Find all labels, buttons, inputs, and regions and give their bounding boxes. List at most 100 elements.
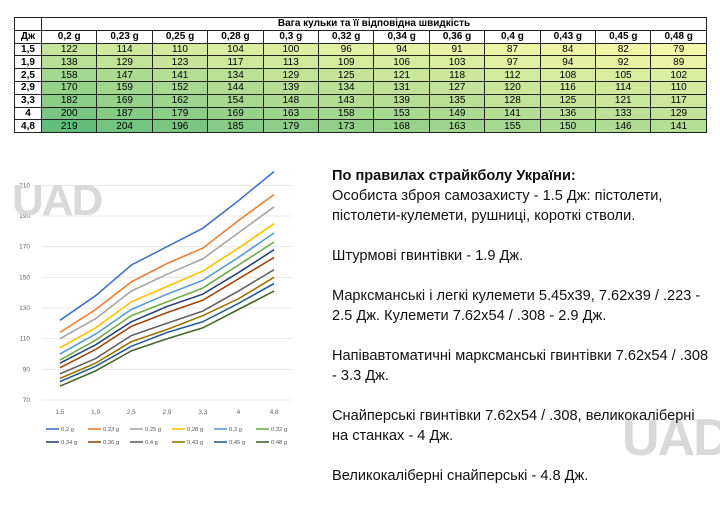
- velocity-cell: 148: [262, 93, 320, 108]
- velocity-cell: 127: [428, 80, 486, 95]
- joule-label: 4: [14, 106, 42, 121]
- legend-label: 0,4 g: [145, 440, 158, 446]
- velocity-cell: 117: [650, 93, 707, 108]
- velocity-cell: 104: [207, 42, 264, 57]
- velocity-cell: 187: [96, 106, 153, 121]
- velocity-cell: 94: [373, 42, 430, 57]
- table-row: 2,9 170 159 152 144 139 134 131 127 120 116 114 110: [14, 80, 707, 95]
- weight-header: 0,23 g: [96, 29, 153, 44]
- velocity-cell: 128: [484, 93, 541, 108]
- velocity-cell: 141: [650, 119, 707, 134]
- weight-header: 0,43 g: [539, 29, 597, 44]
- velocity-cell: 120: [484, 80, 541, 95]
- velocity-cell: 150: [539, 119, 597, 134]
- watermark-logo-chart: UAD: [12, 176, 103, 225]
- velocity-cell: 125: [318, 68, 375, 82]
- legend-label: 0,3 g: [229, 427, 242, 433]
- velocity-cell: 118: [428, 68, 486, 82]
- velocity-cell: 185: [207, 119, 264, 134]
- x-tick-label: 4,8: [270, 409, 279, 416]
- rules-text: По правилах страйкболу України: Особиста…: [332, 166, 712, 506]
- series-line: [59, 269, 275, 375]
- x-tick-label: 1,5: [55, 409, 64, 416]
- velocity-cell: 79: [650, 42, 707, 57]
- velocity-cell: 133: [595, 106, 652, 121]
- series-line: [59, 193, 275, 334]
- velocity-cell: 182: [40, 93, 98, 108]
- velocity-cell: 121: [373, 68, 430, 82]
- velocity-cell: 110: [650, 80, 707, 95]
- series-line: [59, 282, 275, 383]
- velocity-cell: 136: [539, 106, 597, 121]
- rule-item-sniper: Снайперські гвинтівки 7.62x54 / .308, ве…: [332, 408, 695, 444]
- velocity-cell: 141: [151, 68, 209, 82]
- velocity-cell: 110: [151, 42, 209, 57]
- weight-header: 0,48 g: [650, 29, 707, 44]
- velocity-cell: 112: [484, 68, 541, 82]
- velocity-cell: 117: [207, 55, 264, 70]
- x-tick-label: 1,9: [91, 409, 100, 416]
- legend-label: 0,23 g: [103, 427, 119, 433]
- velocity-cell: 168: [373, 119, 430, 134]
- weight-header: 0,36 g: [428, 29, 486, 44]
- velocity-cell: 139: [373, 93, 430, 108]
- velocity-cell: 196: [151, 119, 209, 134]
- velocity-cell: 179: [151, 106, 209, 121]
- velocity-cell: 134: [318, 80, 375, 95]
- joule-label: 2,5: [14, 68, 42, 82]
- weight-header: 0,32 g: [318, 29, 375, 44]
- weight-header: 0,45 g: [595, 29, 652, 44]
- weight-header: 0,25 g: [151, 29, 209, 44]
- velocity-cell: 219: [40, 119, 98, 134]
- joule-label: 2,9: [14, 80, 42, 95]
- velocity-cell: 204: [96, 119, 153, 134]
- rule-item-pistols: Особиста зброя самозахисту - 1.5 Дж: піс…: [332, 188, 663, 224]
- velocity-cell: 108: [539, 68, 597, 82]
- y-tick-label: 70: [23, 397, 31, 404]
- velocity-cell: 149: [428, 106, 486, 121]
- x-tick-label: 2,9: [162, 409, 171, 416]
- velocity-cell: 158: [40, 68, 98, 82]
- weight-header: 0,2 g: [40, 29, 98, 44]
- weight-header: 0,4 g: [484, 29, 541, 44]
- velocity-cell: 144: [207, 80, 264, 95]
- y-tick-label: 90: [23, 366, 31, 373]
- velocity-cell: 135: [428, 93, 486, 108]
- velocity-cell: 123: [151, 55, 209, 70]
- velocity-cell: 134: [207, 68, 264, 82]
- velocity-cell: 109: [318, 55, 375, 70]
- velocity-cell: 106: [373, 55, 430, 70]
- velocity-cell: 163: [428, 119, 486, 134]
- legend-label: 0,32 g: [271, 427, 287, 433]
- y-tick-label: 170: [19, 244, 30, 251]
- velocity-cell: 116: [539, 80, 597, 95]
- rule-item-heavy-sniper: Великокаліберні снайперські - 4.8 Дж.: [332, 468, 589, 484]
- legend-label: 0,36 g: [103, 440, 119, 446]
- series-line: [59, 223, 275, 349]
- velocity-cell: 96: [318, 42, 375, 57]
- series-line: [59, 256, 275, 369]
- joule-label: 1,9: [14, 55, 42, 70]
- x-tick-label: 3,3: [198, 409, 207, 416]
- velocity-cell: 121: [595, 93, 652, 108]
- table-row: 3,3 182 169 162 154 148 143 139 135 128 125 121 117: [14, 93, 707, 108]
- series-line: [59, 276, 275, 380]
- rule-item-assault: Штурмові гвинтівки - 1.9 Дж.: [332, 248, 524, 264]
- table-row: 1,5 122 114 110 104 100 96 94 91 87 84 82 79: [14, 42, 707, 57]
- velocity-cell: 100: [262, 42, 320, 57]
- weight-header: 0,3 g: [262, 29, 320, 44]
- table-row: 4,8 219 204 196 185 179 173 168 163 155 150 146 141: [14, 119, 707, 134]
- velocity-cell: 114: [96, 42, 153, 57]
- velocity-cell: 129: [96, 55, 153, 70]
- rules-title: По правилах страйкболу України:: [332, 168, 576, 184]
- velocity-cell: 129: [262, 68, 320, 82]
- velocity-cell: 169: [96, 93, 153, 108]
- velocity-cell: 169: [207, 106, 264, 121]
- velocity-cell: 89: [650, 55, 707, 70]
- table-row: 4 200 187 179 169 163 158 153 149 141 136 133 129: [14, 106, 707, 121]
- rule-item-dmr-lmg: Марксманські і легкі кулемети 5.45x39, 7…: [332, 288, 701, 324]
- weight-header: 0,34 g: [373, 29, 430, 44]
- joule-label: 3,3: [14, 93, 42, 108]
- velocity-cell: 152: [151, 80, 209, 95]
- watermark-logo-corner: UAD: [622, 409, 720, 467]
